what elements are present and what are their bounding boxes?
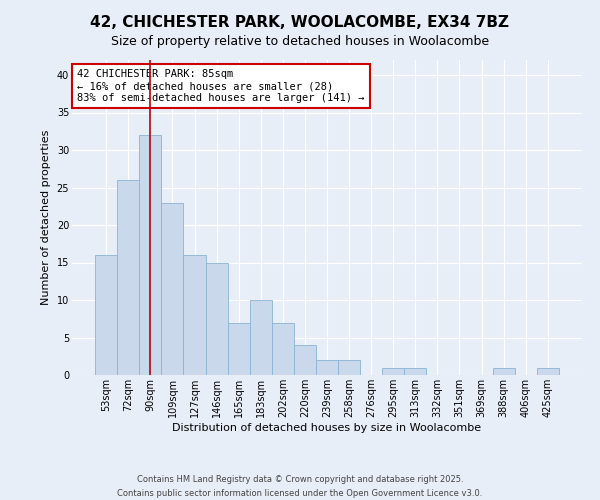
Y-axis label: Number of detached properties: Number of detached properties — [41, 130, 51, 305]
Text: 42, CHICHESTER PARK, WOOLACOMBE, EX34 7BZ: 42, CHICHESTER PARK, WOOLACOMBE, EX34 7B… — [91, 15, 509, 30]
Text: 42 CHICHESTER PARK: 85sqm
← 16% of detached houses are smaller (28)
83% of semi-: 42 CHICHESTER PARK: 85sqm ← 16% of detac… — [77, 70, 365, 102]
Bar — [227, 322, 250, 375]
Bar — [316, 360, 338, 375]
X-axis label: Distribution of detached houses by size in Woolacombe: Distribution of detached houses by size … — [172, 422, 482, 432]
Bar — [184, 255, 206, 375]
Bar — [294, 345, 316, 375]
Bar — [493, 368, 515, 375]
Bar — [382, 368, 404, 375]
Bar — [272, 322, 294, 375]
Text: Size of property relative to detached houses in Woolacombe: Size of property relative to detached ho… — [111, 35, 489, 48]
Bar — [139, 135, 161, 375]
Bar — [537, 368, 559, 375]
Bar — [250, 300, 272, 375]
Text: Contains HM Land Registry data © Crown copyright and database right 2025.
Contai: Contains HM Land Registry data © Crown c… — [118, 476, 482, 498]
Bar — [338, 360, 360, 375]
Bar — [117, 180, 139, 375]
Bar — [206, 262, 227, 375]
Bar — [404, 368, 427, 375]
Bar — [95, 255, 117, 375]
Bar — [161, 202, 184, 375]
